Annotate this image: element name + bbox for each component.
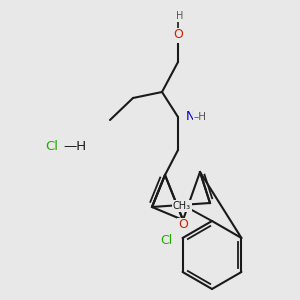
Text: Cl: Cl xyxy=(46,140,59,154)
Text: O: O xyxy=(173,28,183,41)
Text: Cl: Cl xyxy=(160,233,173,247)
Text: CH₃: CH₃ xyxy=(173,201,191,211)
Text: –H: –H xyxy=(194,112,206,122)
Text: O: O xyxy=(178,218,188,232)
Text: H: H xyxy=(176,11,184,21)
Text: N: N xyxy=(186,110,195,124)
Text: —H: —H xyxy=(63,140,87,154)
